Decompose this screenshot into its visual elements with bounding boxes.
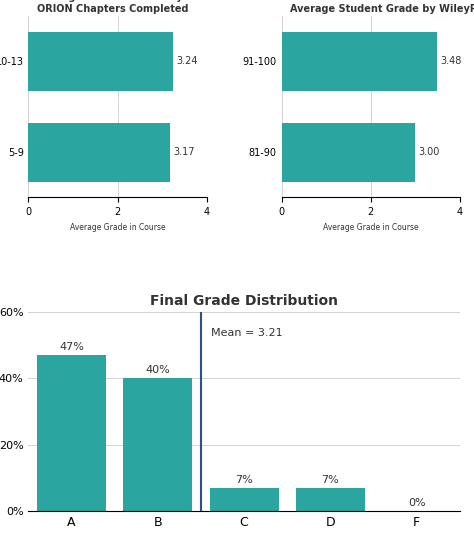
Text: 3.17: 3.17	[173, 147, 195, 157]
Bar	[28, 32, 173, 91]
Text: 3.48: 3.48	[440, 56, 462, 67]
Text: Average Student Grade by
ORION Chapters Completed: Average Student Grade by ORION Chapters …	[37, 0, 189, 14]
Bar	[210, 488, 279, 511]
Bar	[123, 378, 192, 511]
Text: 0%: 0%	[408, 498, 426, 508]
Text: 7%: 7%	[235, 475, 253, 485]
X-axis label: Average Grade in Course: Average Grade in Course	[70, 223, 165, 232]
Text: 3.24: 3.24	[176, 56, 198, 67]
Text: 3.00: 3.00	[419, 147, 440, 157]
Text: Mean = 3.21: Mean = 3.21	[211, 328, 283, 338]
X-axis label: Average Grade in Course: Average Grade in Course	[323, 223, 419, 232]
Text: 40%: 40%	[146, 365, 170, 375]
Bar	[282, 32, 437, 91]
Bar	[282, 123, 415, 182]
Bar	[296, 488, 365, 511]
Bar	[28, 123, 170, 182]
Title: Final Grade Distribution: Final Grade Distribution	[150, 294, 338, 308]
Text: Average Student Grade by WileyPLUS: Average Student Grade by WileyPLUS	[291, 4, 474, 14]
Text: 7%: 7%	[321, 475, 339, 485]
Text: 47%: 47%	[59, 342, 84, 351]
Bar	[37, 355, 106, 511]
